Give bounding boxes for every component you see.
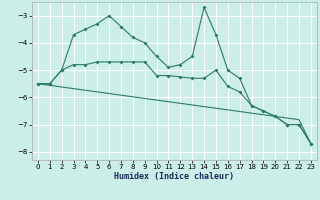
X-axis label: Humidex (Indice chaleur): Humidex (Indice chaleur)	[115, 172, 234, 181]
